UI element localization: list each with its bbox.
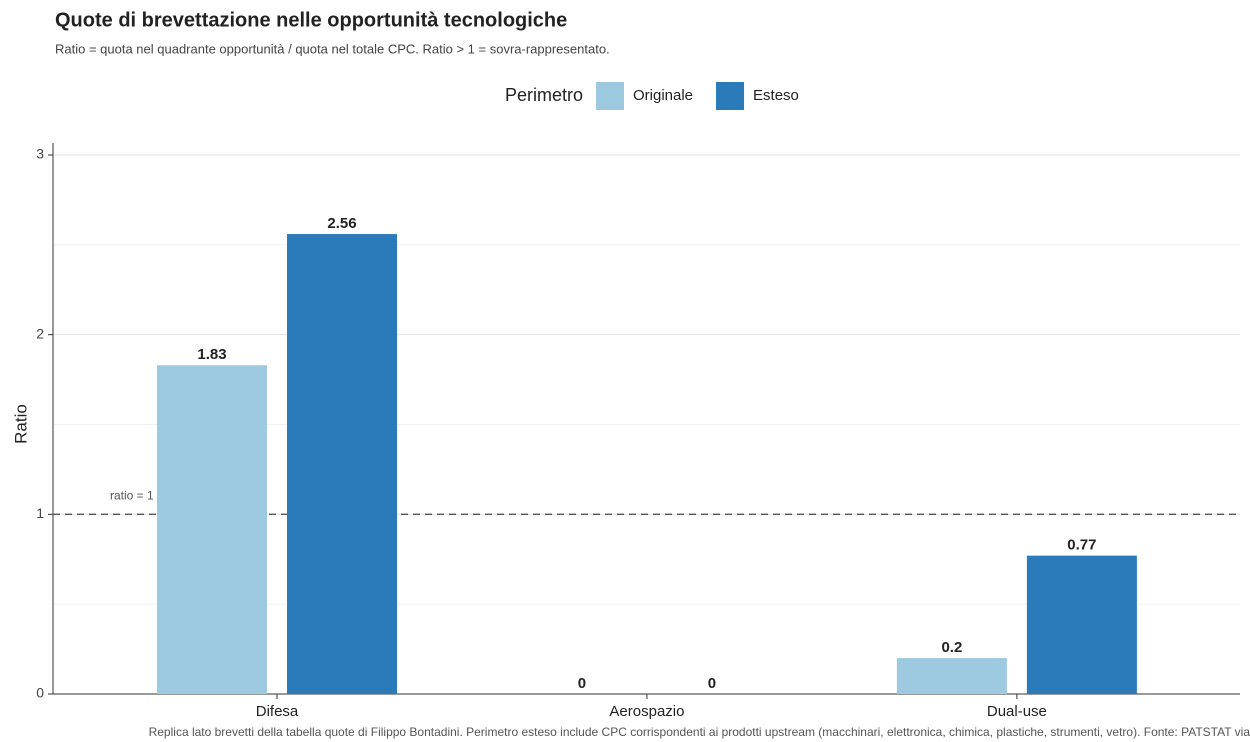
legend-swatch	[716, 82, 745, 110]
y-tick-label: 0	[36, 685, 44, 701]
chart-title: Quote di brevettazione nelle opportunità…	[55, 9, 567, 31]
bar	[896, 658, 1007, 694]
value-label: 0.2	[941, 639, 962, 656]
legend-title: Perimetro	[505, 85, 583, 105]
y-axis-title: Ratio	[11, 404, 30, 444]
y-tick-label: 2	[36, 325, 44, 341]
bar	[157, 365, 267, 694]
value-label: 0	[708, 675, 716, 692]
legend-label: Originale	[633, 87, 693, 104]
legend-swatch	[596, 82, 624, 110]
x-tick-label: Difesa	[256, 703, 299, 720]
y-tick-label: 1	[36, 505, 44, 521]
y-tick-label: 3	[36, 146, 44, 162]
value-label: 0	[578, 675, 586, 692]
value-label: 2.56	[327, 215, 356, 232]
value-label: 0.77	[1067, 537, 1096, 554]
legend-label: Esteso	[753, 87, 799, 104]
chart-subtitle: Ratio = quota nel quadrante opportunità …	[55, 41, 610, 56]
caption: Replica lato brevetti della tabella quot…	[149, 725, 1250, 739]
x-tick-label: Aerospazio	[609, 703, 684, 720]
bar	[1026, 555, 1137, 694]
x-tick-label: Dual-use	[987, 703, 1047, 720]
value-label: 1.83	[197, 346, 226, 363]
bar	[287, 234, 397, 694]
